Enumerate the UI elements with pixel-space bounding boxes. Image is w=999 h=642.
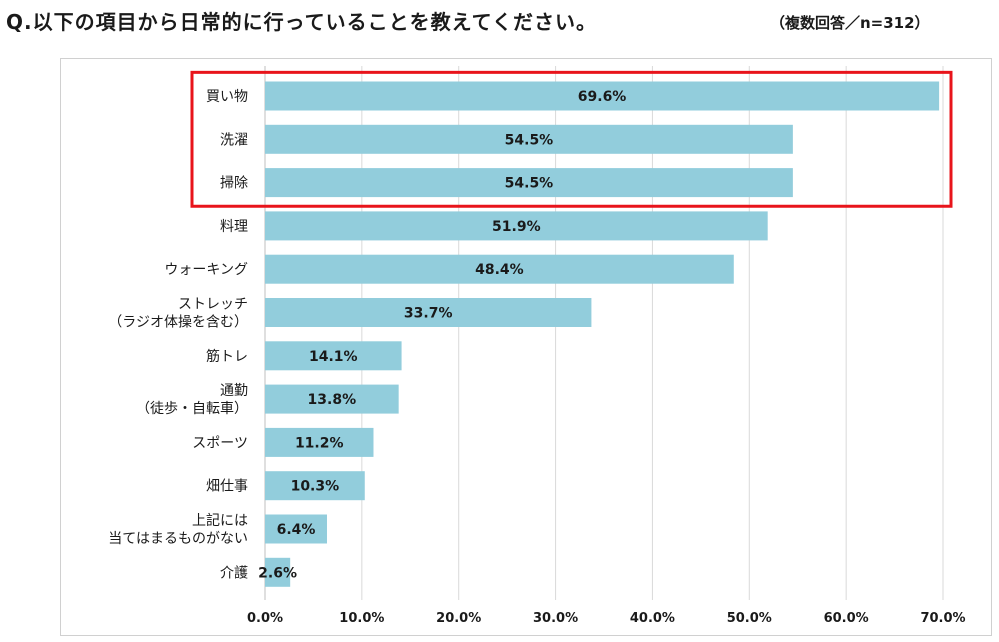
bar-6 [265,341,402,371]
category-label-8: スポーツ [192,435,248,451]
category-label-10-line-0: 上記には [192,512,248,529]
value-label-11: 2.6% [258,565,297,581]
x-tick-label-0: 0.0% [247,611,283,626]
chart-title: Q.以下の項目から日常的に行っていることを教えてください。 [6,10,597,34]
bar-9 [265,471,365,501]
bar-1 [265,124,793,154]
category-label-6: 筋トレ [206,348,248,365]
value-label-5: 33.7% [404,306,453,322]
x-tick-label-3: 30.0% [533,611,578,626]
bar-4 [265,254,734,284]
category-label-11: 介護 [220,565,248,581]
category-label-9: 畑仕事 [206,479,248,495]
x-tick-label-5: 50.0% [727,611,772,626]
value-label-2: 54.5% [505,176,554,192]
category-label-5-line-0: ストレッチ [178,297,248,313]
bar-7 [265,384,399,414]
category-label-3: 料理 [220,219,248,235]
bar-11 [265,557,291,587]
plot-area [60,58,992,636]
bar-2 [265,168,793,198]
category-label-7-line-0: 通勤 [220,383,248,399]
category-label-0: 買い物 [206,89,248,105]
category-label-4: ウォーキング [164,262,248,278]
value-label-0: 69.6% [578,89,627,105]
x-tick-label-2: 20.0% [436,611,481,626]
x-tick-label-6: 60.0% [824,611,869,626]
value-label-9: 10.3% [291,479,340,495]
bar-3 [265,211,768,241]
category-label-2: 掃除 [220,175,248,192]
value-label-3: 51.9% [492,219,541,235]
bar-10 [265,514,327,544]
bar-5 [265,298,592,327]
x-tick-label-4: 40.0% [630,611,675,626]
value-label-10: 6.4% [277,522,316,538]
category-label-10-line-1: 当てはまるものがない [108,531,248,547]
chart-subtitle: （複数回答／n=312） [770,14,930,32]
value-label-4: 48.4% [475,262,524,278]
bar-8 [265,427,374,457]
value-label-1: 54.5% [505,132,554,148]
value-label-7: 13.8% [308,392,357,408]
value-label-6: 14.1% [309,349,358,365]
bar-0 [265,81,940,111]
x-tick-label-1: 10.0% [339,611,384,626]
highlight-box [190,70,953,208]
category-label-1: 洗濯 [220,132,248,148]
x-tick-label-7: 70.0% [920,611,965,626]
value-label-8: 11.2% [295,435,344,451]
category-label-5-line-1: （ラジオ体操を含む） [108,315,248,331]
category-label-7-line-1: （徒歩・自転車） [136,400,248,417]
